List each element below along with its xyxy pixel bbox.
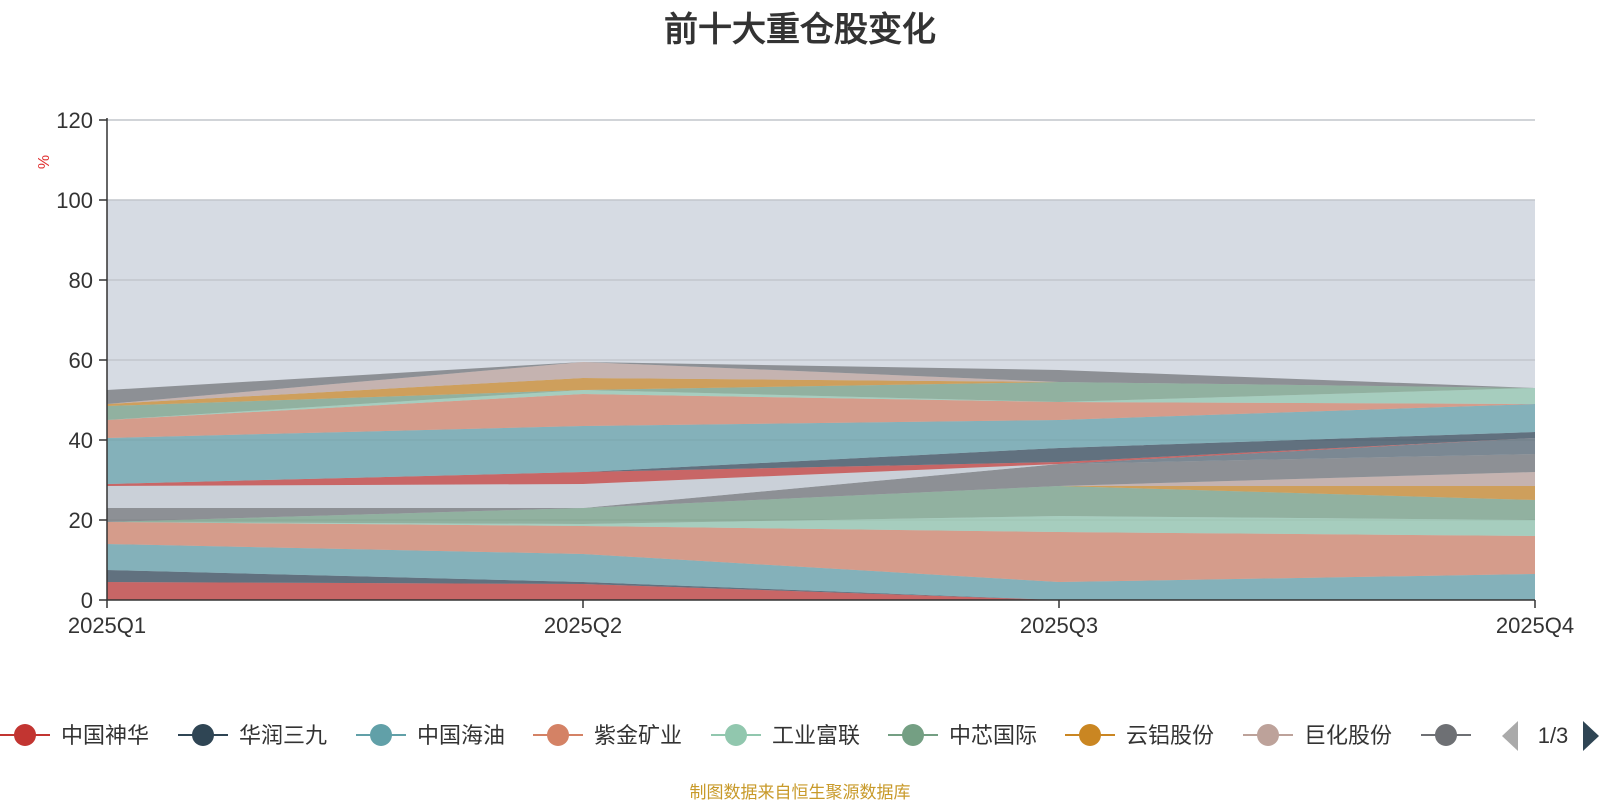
x-tick-label: 2025Q1 [68,613,146,638]
x-tick-label: 2025Q4 [1496,613,1574,638]
legend-prev-page-icon[interactable] [1502,721,1518,751]
legend-marker-icon [547,724,569,746]
source-note: 制图数据来自恒生聚源数据库 [689,783,911,802]
series-area-7 [107,486,1535,522]
legend-label: 中国海油 [417,723,505,748]
legend: 中国神华 华润三九 中国海油 紫金矿业 工业富联 中芯国际 云铝股份 巨化股份 羊 1/3 [0,721,1599,751]
legend-marker-icon [370,724,392,746]
series-area-16 [107,388,1535,420]
legend-item[interactable]: 云铝股份 [1065,723,1214,748]
legend-marker-icon [1257,724,1279,746]
series-area-17 [107,382,1535,420]
series-area-18 [107,378,1535,406]
legend-marker-icon [1079,724,1101,746]
legend-item[interactable]: 紫金矿业 [533,723,682,748]
series-area-3 [107,544,1535,600]
y-tick-label: 20 [69,508,93,533]
y-tick-label: 100 [56,188,93,213]
legend-page-indicator: 1/3 [1538,723,1569,748]
legend-item[interactable]: 工业富联 [711,723,860,748]
y-tick-label: 40 [69,428,93,453]
legend-item[interactable]: 巨化股份 [1243,723,1392,748]
legend-marker-icon [725,724,747,746]
legend-label: 中国神华 [61,723,149,748]
series-area-11 [107,438,1535,508]
legend-item[interactable]: 华润三九 [178,723,327,748]
chart-title: 前十大重仓股变化 [664,11,936,49]
series-area-8 [107,472,1535,522]
series-area-13 [107,432,1535,484]
series-area-5 [107,516,1535,536]
legend-marker-icon [192,724,214,746]
series-area-12 [107,438,1535,486]
legend-label: 紫金矿业 [594,723,682,748]
y-tick-label: 120 [56,108,93,133]
y-tick-label: 80 [69,268,93,293]
series-area-20 [107,362,1535,404]
legend-item[interactable]: 中芯国际 [888,723,1037,748]
axis-layer: 0 20 40 60 80 100 120 2025Q1 2025Q2 2025Q3 2025Q4% [36,108,1574,638]
series-area-15 [107,394,1535,438]
y-axis-label: % [36,155,53,169]
series-area-9 [107,454,1535,522]
series-area-14 [107,404,1535,484]
legend-label: 云铝股份 [1126,723,1214,748]
legend-next-page-icon[interactable] [1583,721,1599,751]
legend-marker-icon [1435,724,1457,746]
legend-label: 华润三九 [239,723,327,748]
legend-item-partial[interactable]: 羊 [1421,723,1500,748]
series-area-1 [107,582,1535,600]
legend-label-partial: 羊 [1478,723,1500,748]
legend-label: 中芯国际 [949,723,1037,748]
series-area-layer [107,362,1535,600]
legend-marker-icon [902,724,924,746]
legend-marker-icon [14,724,36,746]
series-area-6 [107,486,1535,524]
legend-item[interactable]: 中国神华 [0,723,149,748]
x-tick-label: 2025Q2 [544,613,622,638]
legend-item[interactable]: 中国海油 [356,723,505,748]
legend-label: 巨化股份 [1304,723,1392,748]
x-tick-label: 2025Q3 [1020,613,1098,638]
y-tick-label: 60 [69,348,93,373]
series-area-4 [107,522,1535,582]
y-tick-label: 0 [81,588,93,613]
legend-label: 工业富联 [772,723,860,748]
